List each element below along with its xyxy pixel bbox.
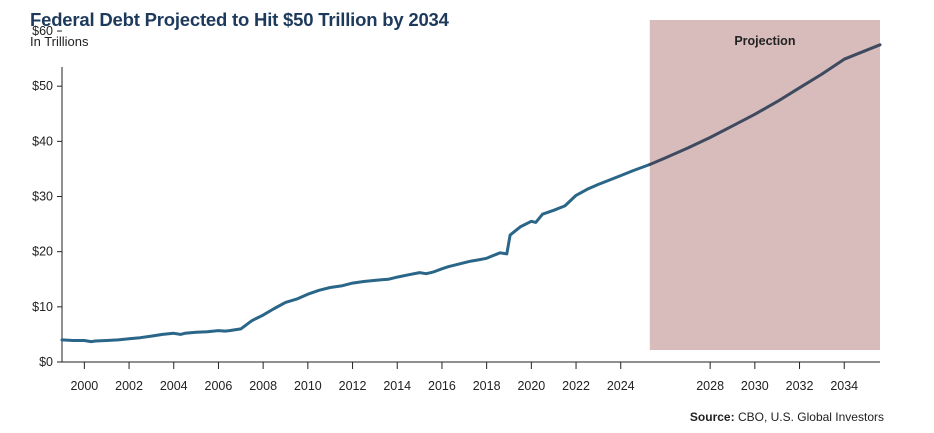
y-tick-label: $30: [32, 190, 53, 204]
x-tick-label: 2018: [473, 379, 501, 393]
x-tick-label: 2016: [428, 379, 456, 393]
projection-label: Projection: [734, 34, 795, 48]
x-tick-label: 2022: [562, 379, 590, 393]
y-tick-label: $60: [32, 24, 53, 38]
source-note: Source: CBO, U.S. Global Investors: [690, 410, 884, 424]
x-tick-label: 2004: [160, 379, 188, 393]
y-tick-label: $40: [32, 134, 53, 148]
x-tick-label: 2002: [115, 379, 143, 393]
x-tick-label: 2020: [517, 379, 545, 393]
x-tick-label: 2024: [607, 379, 635, 393]
x-tick-label: 2012: [339, 379, 367, 393]
projection-band: [649, 20, 880, 350]
y-tick-label: $0: [39, 355, 53, 369]
y-tick-label: $50: [32, 79, 53, 93]
x-tick-label: 2000: [70, 379, 98, 393]
historical-debt-line: [60, 163, 652, 344]
projection-debt-line: [648, 43, 882, 166]
x-tick-label: 2008: [249, 379, 277, 393]
x-tick-label: 2030: [741, 379, 769, 393]
source-label: Source:: [689, 410, 735, 424]
y-tick-label: $20: [32, 245, 53, 259]
chart-subtitle: In Trillions: [30, 34, 89, 49]
source-text: CBO, U.S. Global Investors: [737, 410, 884, 424]
x-tick-label: 2034: [830, 379, 858, 393]
chart-title: Federal Debt Projected to Hit $50 Trilli…: [30, 9, 449, 30]
x-tick-label: 2014: [383, 379, 411, 393]
x-tick-label: 2010: [294, 379, 322, 393]
x-tick-label: 2028: [696, 379, 724, 393]
x-tick-label: 2032: [786, 379, 814, 393]
x-tick-label: 2006: [205, 379, 233, 393]
y-tick-label: $10: [32, 300, 53, 314]
